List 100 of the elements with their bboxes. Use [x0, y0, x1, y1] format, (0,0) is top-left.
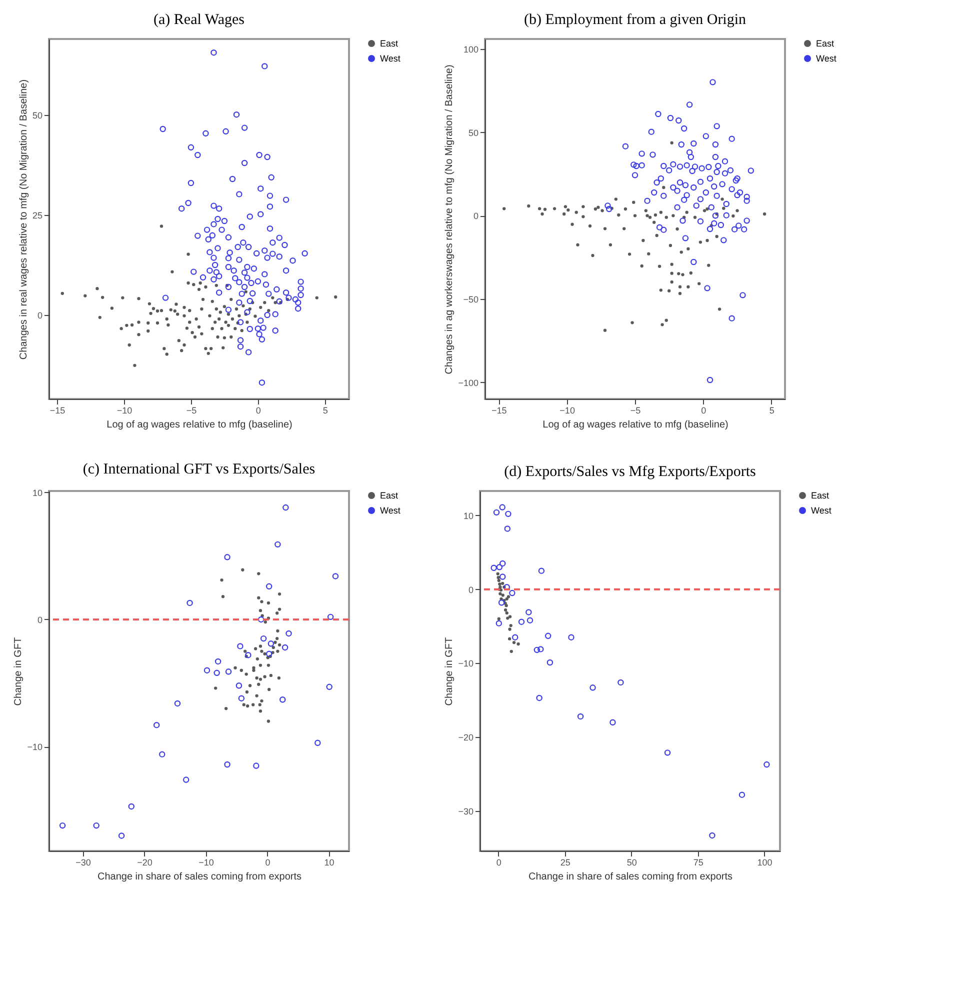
point: [214, 670, 220, 676]
point: [255, 676, 258, 680]
point: [278, 643, 282, 646]
point: [244, 672, 248, 676]
point: [260, 635, 267, 642]
point: [326, 684, 332, 690]
point: [538, 568, 545, 574]
point: [258, 664, 262, 667]
point: [505, 597, 508, 601]
point: [498, 592, 502, 596]
y-tick-label: −30: [458, 806, 474, 817]
legend-label: West: [380, 54, 401, 64]
point: [268, 688, 271, 692]
y-tick-label: 100: [463, 44, 478, 54]
x-axis-title: Log of ag wages relative to mfg (baseline): [106, 420, 292, 430]
point: [512, 640, 516, 644]
point: [278, 592, 282, 596]
point: [257, 572, 260, 576]
point: [526, 609, 532, 616]
y-tick-label: 50: [32, 110, 42, 120]
y-tick-label: 0: [468, 584, 474, 595]
point: [258, 616, 264, 623]
point: [610, 719, 616, 726]
point: [497, 578, 500, 582]
x-tick-label: 75: [693, 858, 704, 868]
point: [327, 614, 334, 620]
x-tick-label: −30: [76, 858, 91, 868]
point: [709, 832, 716, 839]
point: [280, 696, 286, 703]
point: [266, 720, 270, 723]
x-tick-label: 50: [626, 858, 637, 868]
y-tick-label: −10: [458, 658, 474, 669]
point: [266, 650, 272, 657]
point: [496, 576, 500, 580]
point: [258, 678, 262, 681]
point: [245, 690, 249, 694]
point: [278, 608, 282, 611]
point: [186, 600, 193, 606]
point: [174, 700, 181, 707]
point: [577, 713, 584, 720]
point: [508, 628, 512, 631]
y-axis-title: Change in GFT: [13, 637, 24, 706]
y-tick-label: −10: [27, 742, 42, 752]
x-tick-label: 0: [256, 406, 261, 416]
point: [258, 709, 262, 713]
x-tick-label: −20: [137, 858, 152, 868]
x-tick-label: −15: [50, 406, 66, 416]
point: [260, 600, 264, 604]
legend-label: East: [380, 38, 399, 48]
point: [220, 578, 224, 582]
point: [764, 761, 770, 768]
point: [260, 699, 264, 702]
point: [499, 504, 506, 510]
x-tick-label: 5: [322, 406, 328, 416]
y-tick-label: 0: [473, 211, 478, 222]
y-axis-title: Change in GFT: [444, 637, 456, 706]
point: [258, 703, 262, 706]
point: [118, 832, 125, 839]
x-axis-title: Change in share of sales coming from exports: [98, 872, 302, 882]
point: [510, 650, 513, 653]
point: [240, 668, 243, 672]
point: [257, 596, 260, 600]
point: [534, 646, 540, 654]
point: [128, 803, 134, 810]
point: [538, 646, 544, 652]
point: [275, 636, 279, 640]
point: [93, 822, 100, 829]
point: [501, 594, 504, 597]
point: [237, 643, 244, 650]
y-axis-title: Changes in real wages relative to mfg (No Migration / Baseline): [18, 79, 30, 360]
point: [276, 650, 280, 653]
point: [268, 640, 274, 647]
point: [242, 703, 246, 706]
point: [496, 564, 503, 570]
point: [274, 640, 277, 644]
point: [221, 595, 225, 598]
point: [508, 615, 512, 618]
legend-label: West: [816, 54, 837, 64]
x-tick-label: −10: [560, 406, 575, 416]
point: [264, 620, 267, 624]
point: [536, 694, 542, 702]
point: [225, 668, 232, 675]
point: [258, 609, 262, 612]
point: [254, 647, 258, 650]
point: [516, 642, 520, 646]
x-tick-label: 100: [757, 858, 772, 868]
point: [496, 620, 502, 626]
chart-title: (c) International GFT vs Exports/Sales: [82, 461, 316, 478]
point: [214, 686, 218, 690]
point: [260, 650, 264, 653]
point: [500, 560, 506, 567]
point: [568, 634, 574, 640]
point: [508, 637, 512, 640]
legend-label: West: [380, 506, 401, 516]
point: [506, 595, 510, 598]
point: [496, 572, 500, 576]
point: [504, 604, 508, 608]
point: [245, 652, 252, 658]
x-tick-label: 5: [769, 406, 774, 416]
point: [544, 632, 552, 639]
